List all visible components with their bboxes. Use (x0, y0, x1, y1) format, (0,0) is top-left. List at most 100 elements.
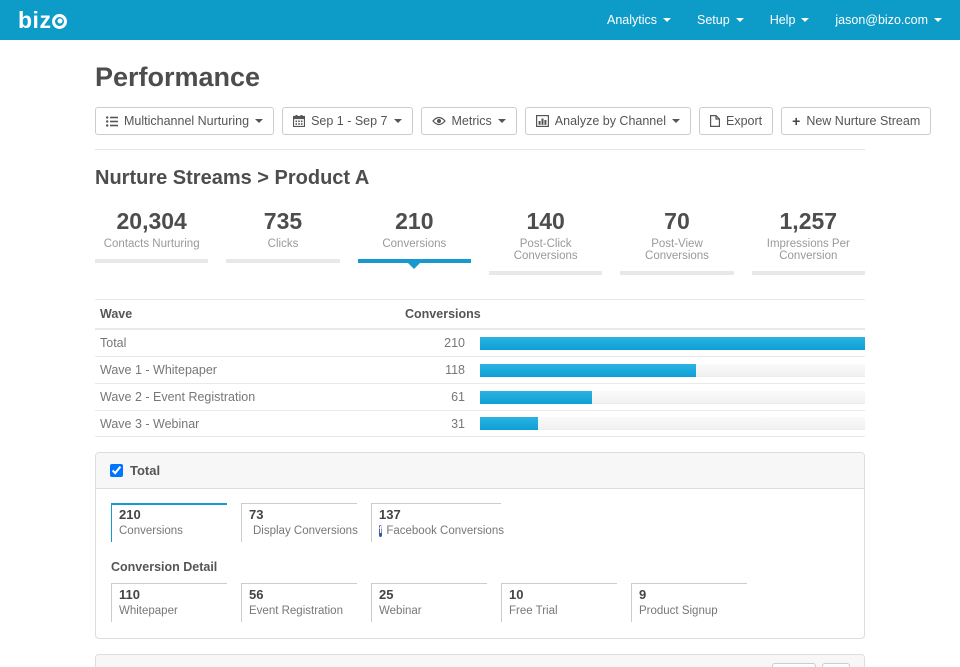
kpi-label: Impressions Per Conversion (752, 238, 865, 262)
nav-setup[interactable]: Setup (697, 13, 744, 27)
row-bar-cell (480, 337, 865, 350)
detail-whitepaper[interactable]: 110 Whitepaper (111, 583, 227, 622)
stat-label: Conversions (119, 525, 223, 537)
kpi-underline (620, 271, 733, 275)
export-button[interactable]: Export (699, 107, 773, 135)
total-panel-body: 210 Conversions 73 Display Conversions (96, 489, 864, 638)
kpi-label: Conversions (358, 238, 471, 250)
wave1-panel: Wave 1 - Whitepaper ⚙ > Landing Page: ht… (95, 654, 865, 667)
kpi-row: 20,304 Contacts Nurturing 735 Clicks 210… (95, 208, 865, 275)
table-row-total[interactable]: Total 210 (95, 329, 865, 356)
table-row-wave3[interactable]: Wave 3 - Webinar 31 (95, 410, 865, 437)
stat-label: f Facebook Conversions (379, 525, 497, 537)
stat-label: Product Signup (639, 605, 743, 617)
kpi-post-view-conversions[interactable]: 70 Post-View Conversions (620, 208, 733, 275)
stat-value: 110 (119, 587, 223, 602)
analyze-by-channel-dropdown[interactable]: Analyze by Channel (525, 107, 691, 135)
row-label: Wave 3 - Webinar (95, 417, 405, 431)
kpi-clicks[interactable]: 735 Clicks (226, 208, 339, 275)
stat-label-text: Product Signup (639, 605, 718, 617)
kpi-underline (358, 259, 471, 263)
bar-track (480, 364, 865, 377)
kpi-underline (95, 259, 208, 263)
stat-label-text: Display Conversions (253, 525, 358, 537)
kpi-value: 70 (620, 208, 733, 235)
kpi-underline (226, 259, 339, 263)
metrics-dropdown[interactable]: Metrics (421, 107, 517, 135)
detail-event-registration[interactable]: 56 Event Registration (241, 583, 357, 622)
kpi-label: Contacts Nurturing (95, 238, 208, 250)
table-row-wave1[interactable]: Wave 1 - Whitepaper 118 (95, 356, 865, 383)
kpi-underline (752, 271, 865, 275)
detail-free-trial[interactable]: 10 Free Trial (501, 583, 617, 622)
stat-label-text: Event Registration (249, 605, 343, 617)
row-value: 61 (405, 390, 465, 404)
new-stream-label: New Nurture Stream (806, 114, 920, 128)
logo-text: biz (18, 9, 51, 32)
row-label: Total (95, 336, 405, 350)
kpi-label: Clicks (226, 238, 339, 250)
kpi-post-click-conversions[interactable]: 140 Post-Click Conversions (489, 208, 602, 275)
kpi-conversions[interactable]: 210 Conversions (358, 208, 471, 275)
kpi-underline (489, 271, 602, 275)
page-title: Performance (95, 62, 865, 93)
calendar-icon (293, 115, 305, 127)
bar-track (480, 337, 865, 350)
total-checkbox[interactable] (110, 464, 123, 477)
total-panel: Total 210 Conversions 73 (95, 452, 865, 639)
stat-label-text: Webinar (379, 605, 422, 617)
row-label: Wave 1 - Whitepaper (95, 363, 405, 377)
stat-value: 137 (379, 507, 497, 522)
bizo-logo[interactable]: biz (18, 9, 67, 32)
caret-down-icon (801, 18, 809, 22)
nav-analytics-label: Analytics (607, 13, 657, 27)
detail-product-signup[interactable]: 9 Product Signup (631, 583, 747, 622)
kpi-label: Post-Click Conversions (489, 238, 602, 262)
nav-help[interactable]: Help (770, 13, 810, 27)
kpi-contacts-nurturing[interactable]: 20,304 Contacts Nurturing (95, 208, 208, 275)
stat-label-text: Conversions (119, 525, 183, 537)
detail-webinar[interactable]: 25 Webinar (371, 583, 487, 622)
stat-conversions[interactable]: 210 Conversions (111, 503, 227, 542)
kpi-impressions-per-conversion[interactable]: 1,257 Impressions Per Conversion (752, 208, 865, 275)
nav-account-label: jason@bizo.com (835, 13, 928, 27)
wave1-panel-actions: ⚙ > (772, 663, 850, 667)
kpi-value: 210 (358, 208, 471, 235)
stat-facebook-conversions[interactable]: 137 f Facebook Conversions (371, 503, 501, 542)
stat-value: 210 (119, 507, 223, 522)
nav-analytics[interactable]: Analytics (607, 13, 671, 27)
kpi-value: 1,257 (752, 208, 865, 235)
multichannel-nurturing-dropdown[interactable]: Multichannel Nurturing (95, 107, 274, 135)
bar-track (480, 417, 865, 430)
row-value: 210 (405, 336, 465, 350)
total-panel-header: Total (96, 453, 864, 489)
stat-value: 56 (249, 587, 353, 602)
caret-down-icon (255, 119, 263, 123)
top-navbar: biz Analytics Setup Help jason@bizo.com (0, 0, 960, 40)
caret-down-icon (663, 18, 671, 22)
caret-down-icon (672, 119, 680, 123)
wave-conversions-table: Wave Conversions Total 210 Wave 1 - Whit… (95, 299, 865, 437)
analyze-label: Analyze by Channel (555, 114, 666, 128)
nav-account[interactable]: jason@bizo.com (835, 13, 942, 27)
caret-down-icon (394, 119, 402, 123)
caret-down-icon (736, 18, 744, 22)
stat-value: 25 (379, 587, 483, 602)
conversion-bar (480, 391, 592, 404)
row-bar-cell (480, 417, 865, 430)
table-header-row: Wave Conversions (95, 299, 865, 329)
wave1-expand-button[interactable]: > (822, 663, 850, 667)
wave1-settings-dropdown[interactable]: ⚙ (772, 663, 817, 667)
col-header-wave: Wave (95, 307, 405, 321)
table-row-wave2[interactable]: Wave 2 - Event Registration 61 (95, 383, 865, 410)
caret-down-icon (934, 18, 942, 22)
nav-setup-label: Setup (697, 13, 730, 27)
stat-display-conversions[interactable]: 73 Display Conversions (241, 503, 357, 542)
new-nurture-stream-button[interactable]: + New Nurture Stream (781, 107, 931, 135)
date-range-dropdown[interactable]: Sep 1 - Sep 7 (282, 107, 412, 135)
toolbar: Multichannel Nurturing Sep 1 - Sep 7 Met… (95, 107, 865, 135)
kpi-value: 20,304 (95, 208, 208, 235)
row-value: 118 (405, 363, 465, 377)
conversion-bar (480, 417, 538, 430)
conversion-bar (480, 364, 696, 377)
